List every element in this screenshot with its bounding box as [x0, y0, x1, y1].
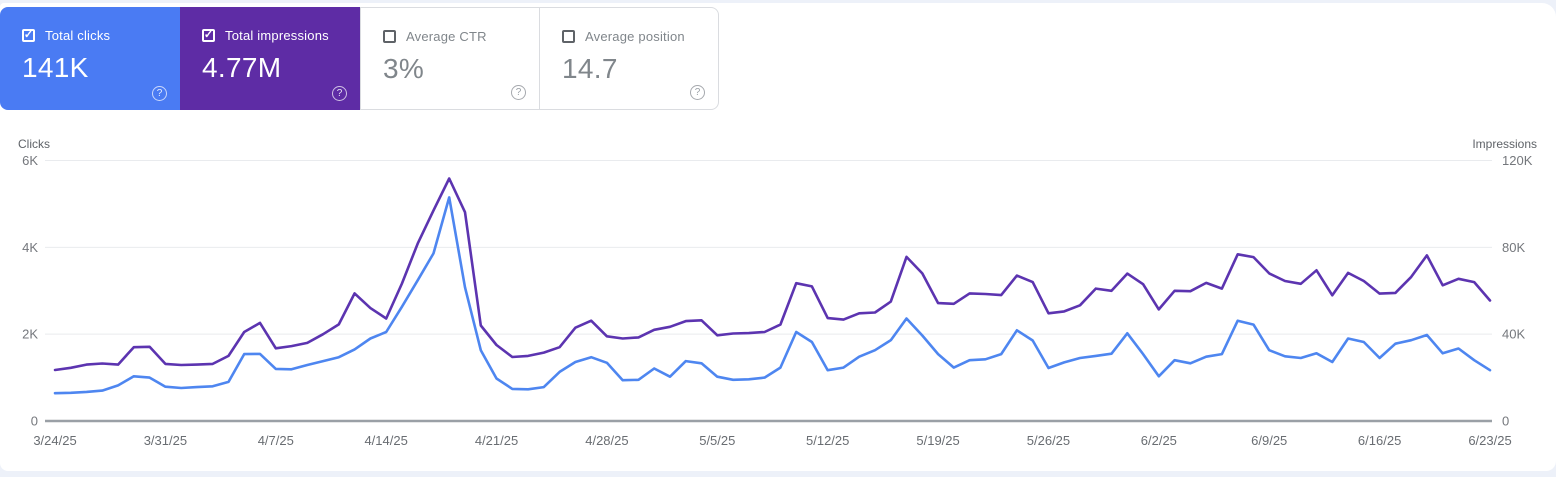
- card-average-position[interactable]: Average position 14.7 ?: [539, 7, 719, 110]
- x-axis-date-label: 4/7/25: [258, 433, 294, 448]
- card-label: Total clicks: [45, 28, 111, 43]
- x-axis-date-label: 5/19/25: [916, 433, 959, 448]
- total-impressions-checkbox[interactable]: ✓: [202, 29, 215, 42]
- card-label: Total impressions: [225, 28, 329, 43]
- x-axis-date-label: 6/2/25: [1141, 433, 1177, 448]
- left-axis-tick: 6K: [22, 153, 38, 168]
- average-ctr-checkbox[interactable]: [383, 30, 396, 43]
- right-axis-tick: 80K: [1502, 240, 1525, 255]
- right-axis-tick: 40K: [1502, 327, 1525, 342]
- x-axis-date-label: 6/9/25: [1251, 433, 1287, 448]
- x-axis-date-label: 5/5/25: [699, 433, 735, 448]
- x-axis-date-label: 4/14/25: [364, 433, 407, 448]
- x-axis-date-label: 6/16/25: [1358, 433, 1401, 448]
- x-axis-date-label: 3/24/25: [33, 433, 76, 448]
- total-impressions-value: 4.77M: [202, 52, 282, 83]
- left-axis-tick: 2K: [22, 327, 38, 342]
- metric-cards: ✓ Total clicks 141K ? ✓ Total impression…: [0, 7, 719, 110]
- left-axis-tick: 0: [31, 414, 38, 429]
- left-axis-title: Clicks: [18, 137, 50, 151]
- card-total-impressions[interactable]: ✓ Total impressions 4.77M ?: [180, 7, 360, 110]
- average-position-checkbox[interactable]: [562, 30, 575, 43]
- help-icon[interactable]: ?: [690, 85, 705, 100]
- average-position-value: 14.7: [562, 53, 618, 84]
- right-axis-tick: 120K: [1502, 153, 1533, 168]
- right-axis-tick: 0: [1502, 414, 1509, 429]
- performance-chart[interactable]: 6K 120K 4K 80K 2K 40K 0 0 3/24/25 3/31/25 4/7/25 4/…: [0, 130, 1556, 477]
- series-line-impressions: [53, 177, 1492, 372]
- left-axis-tick: 4K: [22, 240, 38, 255]
- total-clicks-checkbox[interactable]: ✓: [22, 29, 35, 42]
- average-ctr-value: 3%: [383, 53, 425, 84]
- x-axis-date-label: 4/21/25: [475, 433, 518, 448]
- x-axis-date-label: 3/31/25: [144, 433, 187, 448]
- card-total-clicks[interactable]: ✓ Total clicks 141K ?: [0, 7, 180, 110]
- right-axis-title: Impressions: [1472, 137, 1537, 151]
- help-icon[interactable]: ?: [511, 85, 526, 100]
- series-line-clicks: [53, 196, 1492, 395]
- x-axis-date-label: 5/26/25: [1027, 433, 1070, 448]
- card-average-ctr[interactable]: Average CTR 3% ?: [360, 7, 540, 110]
- card-label: Average position: [585, 29, 685, 44]
- card-label: Average CTR: [406, 29, 487, 44]
- help-icon[interactable]: ?: [332, 86, 347, 101]
- x-axis-date-label: 4/28/25: [585, 433, 628, 448]
- help-icon[interactable]: ?: [152, 86, 167, 101]
- x-axis-date-label: 5/12/25: [806, 433, 849, 448]
- x-axis-date-label: 6/23/25: [1468, 433, 1511, 448]
- total-clicks-value: 141K: [22, 52, 89, 83]
